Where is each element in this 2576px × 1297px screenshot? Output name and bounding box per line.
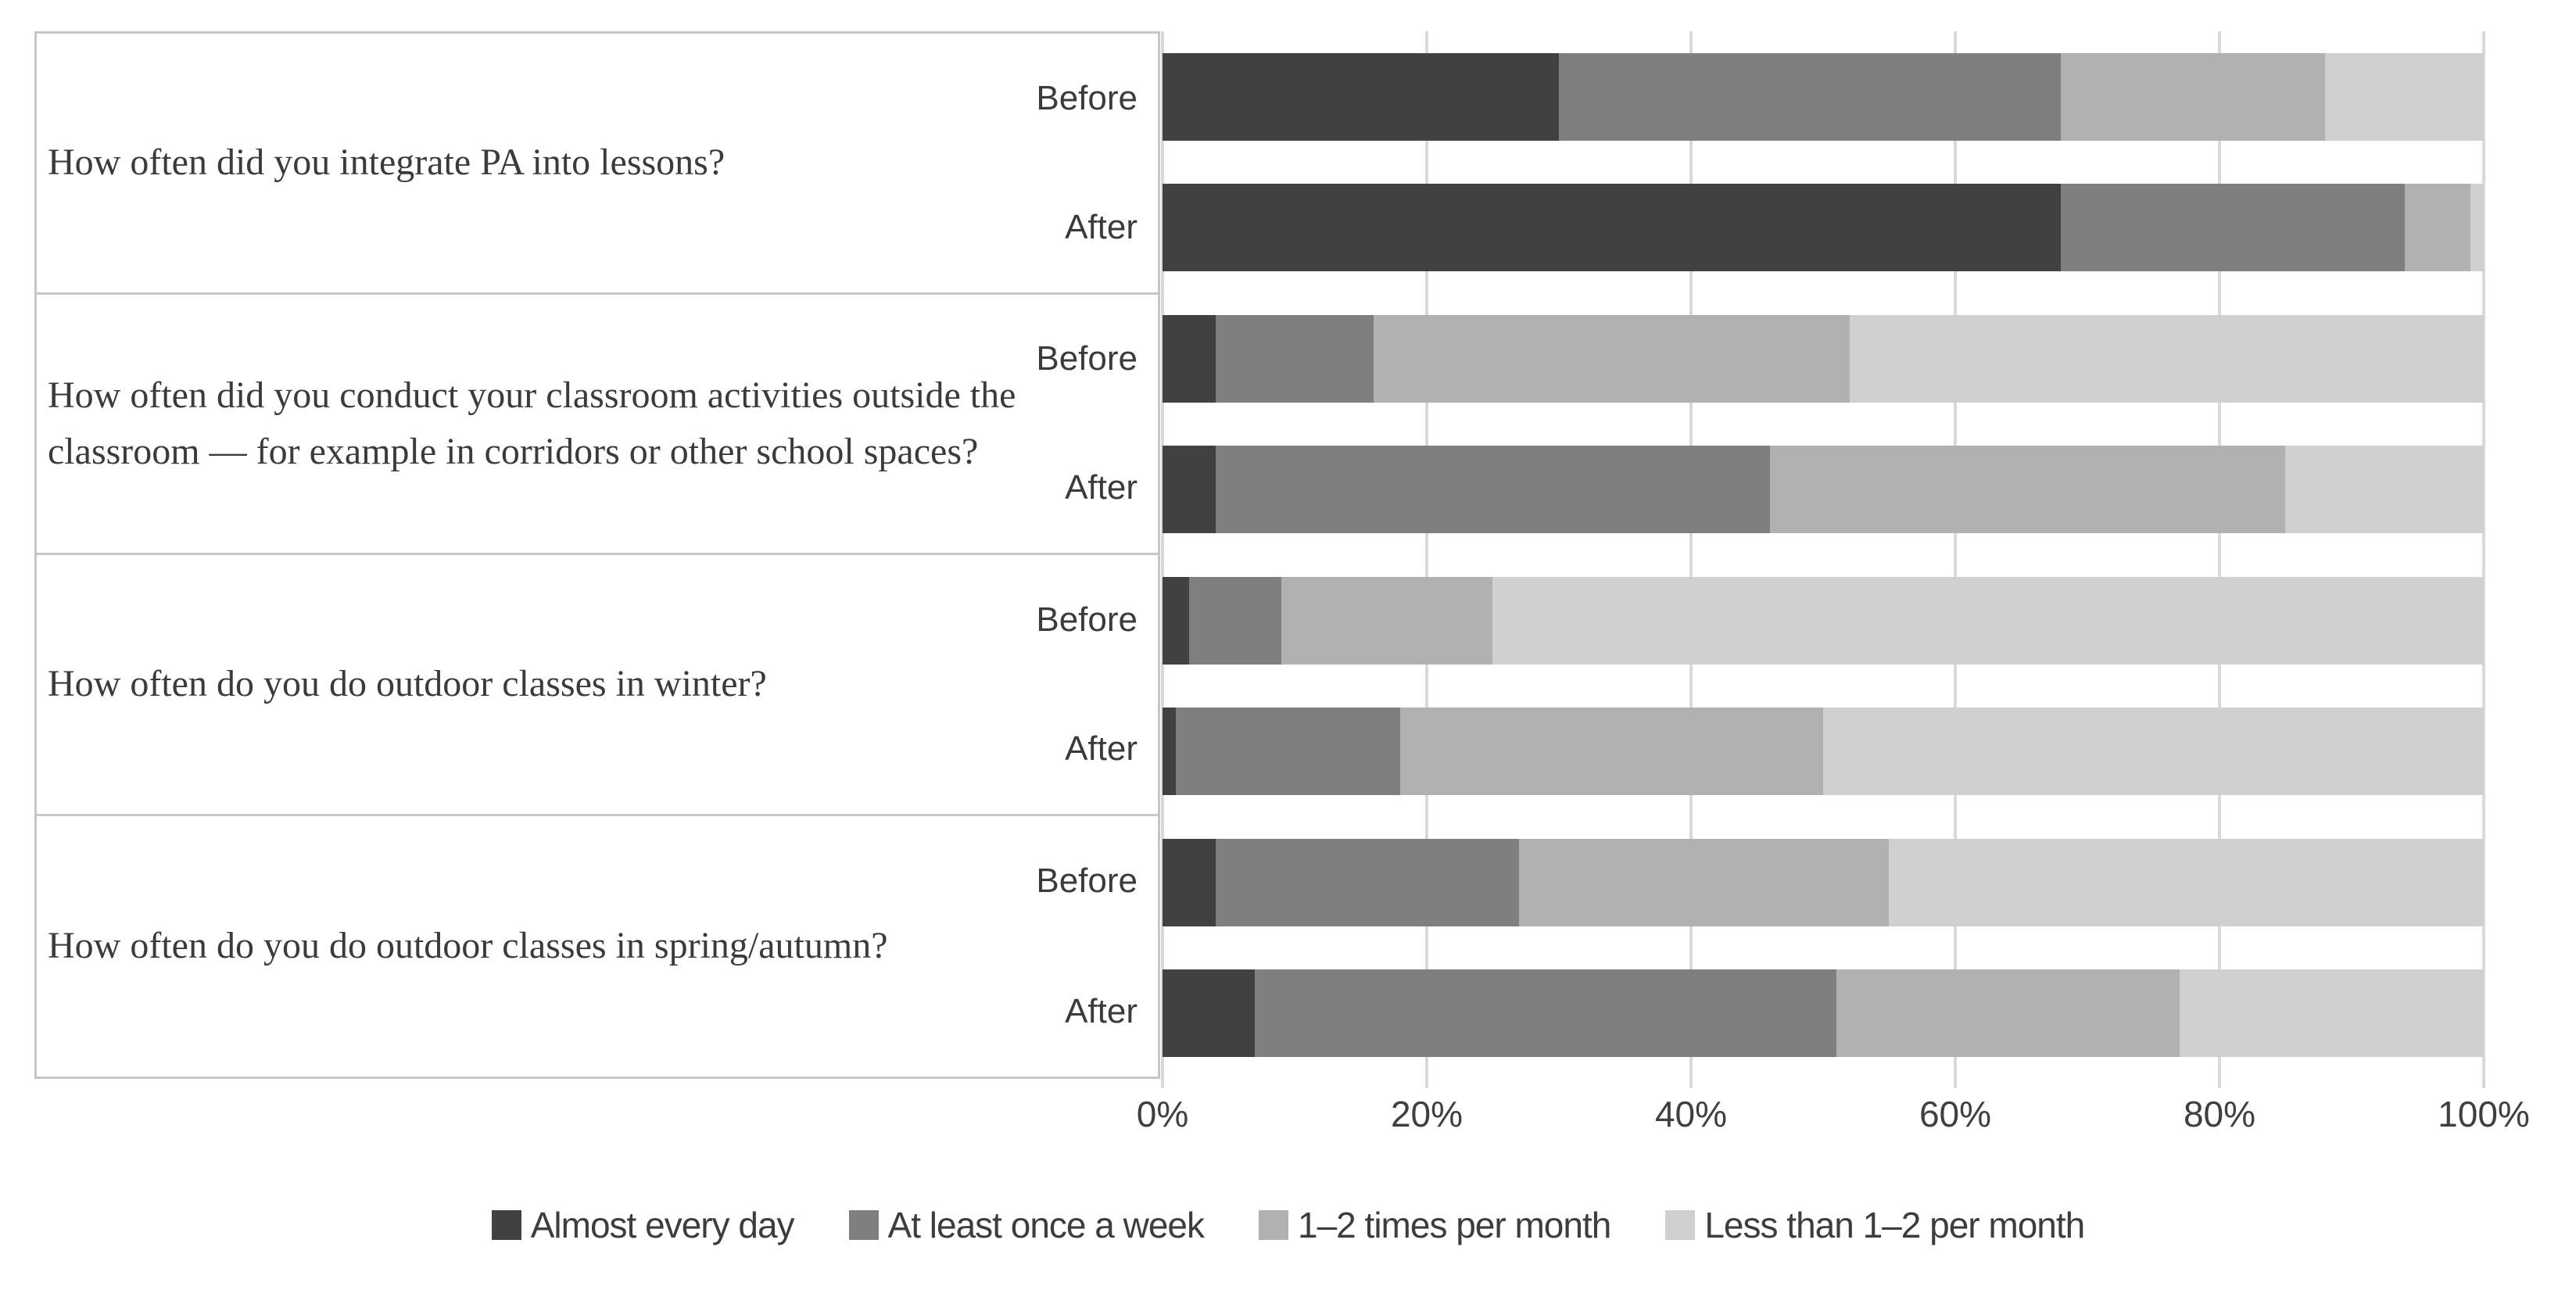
bar-segment: [1492, 576, 2484, 665]
bar-segment: [1163, 576, 1189, 665]
x-axis-tick-label: 80%: [2183, 1094, 2256, 1134]
legend-swatch-icon: [1259, 1210, 1289, 1240]
legend-item: Less than 1–2 per month: [1665, 1204, 2085, 1246]
row-label-before: Before: [1036, 600, 1138, 639]
legend: Almost every day At least once a week 1–2 …: [0, 1204, 2576, 1246]
bar-segment: [1849, 314, 2484, 403]
plot-area: [1161, 31, 2485, 1088]
bar-segment: [2325, 52, 2484, 141]
bar-row: [1163, 708, 2484, 796]
question-text: How often do you do outdoor classes in w…: [48, 663, 767, 705]
legend-swatch-icon: [1665, 1210, 1696, 1240]
bar-row: [1163, 576, 2484, 665]
bar-segment: [1215, 314, 1374, 403]
bar-segment: [1281, 576, 1493, 665]
gridline-60: [1954, 31, 1957, 1088]
question-panel: How often do you do outdoor classes in s…: [37, 816, 1158, 1077]
bar-segment: [1163, 969, 1256, 1058]
row-label-before: Before: [1036, 339, 1138, 378]
bar-segment: [1163, 708, 1176, 796]
x-axis: 0% 20% 40% 60% 80% 100%: [0, 1093, 2576, 1148]
legend-label: Less than 1–2 per month: [1704, 1205, 2085, 1245]
gridline-20: [1425, 31, 1428, 1088]
x-axis-tick-label: 60%: [1919, 1094, 1992, 1134]
gridline-100: [2482, 31, 2485, 1088]
x-axis-tick-label: 0%: [1136, 1094, 1189, 1134]
bar-segment: [1374, 314, 1850, 403]
question-table: How often did you integrate PA into less…: [34, 31, 1160, 1079]
bar-segment: [1175, 708, 1401, 796]
bar-segment: [2470, 184, 2484, 272]
bar-segment: [2285, 446, 2484, 534]
bar-segment: [1215, 838, 1520, 926]
bar-segment: [1822, 708, 2484, 796]
bar-row: [1163, 446, 2484, 534]
bar-segment: [1836, 969, 2180, 1058]
legend-label: Almost every day: [530, 1205, 795, 1245]
question-text: How often did you integrate PA into less…: [48, 142, 726, 184]
bar-row: [1163, 969, 2484, 1058]
question-panel: How often did you integrate PA into less…: [37, 34, 1158, 295]
bar-segment: [1255, 969, 1836, 1058]
x-axis-tick-label: 100%: [2438, 1094, 2530, 1134]
legend-label: At least once a week: [887, 1205, 1205, 1245]
bar-segment: [1163, 446, 1216, 534]
bar-row: [1163, 184, 2484, 272]
row-label-after: After: [1065, 729, 1138, 768]
gridline-0: [1161, 31, 1164, 1088]
bar-segment: [2404, 184, 2471, 272]
row-label-before: Before: [1036, 861, 1138, 900]
bar-segment: [1889, 838, 2484, 926]
bar-segment: [1163, 314, 1216, 403]
legend-label: 1–2 times per month: [1298, 1205, 1611, 1245]
row-label-after: After: [1065, 207, 1138, 246]
row-label-before: Before: [1036, 78, 1138, 117]
bar-segment: [1163, 184, 2062, 272]
bar-segment: [1770, 446, 2286, 534]
legend-item: At least once a week: [848, 1204, 1205, 1246]
bar-row: [1163, 838, 2484, 926]
bar-row: [1163, 314, 2484, 403]
question-panel: How often did you conduct your classroom…: [37, 295, 1158, 555]
bar-segment: [2061, 52, 2326, 141]
legend-swatch-icon: [848, 1210, 879, 1240]
gridline-40: [1689, 31, 1693, 1088]
x-axis-tick-label: 20%: [1390, 1094, 1464, 1134]
bar-segment: [1559, 52, 2062, 141]
bar-segment: [1163, 838, 1216, 926]
row-label-after: After: [1065, 468, 1138, 507]
bar-segment: [2061, 184, 2405, 272]
x-axis-tick-label: 40%: [1654, 1094, 1728, 1134]
bar-segment: [1188, 576, 1282, 665]
bar-segment: [1400, 708, 1823, 796]
legend-swatch-icon: [491, 1210, 521, 1240]
gridline-80: [2218, 31, 2221, 1088]
legend-item: Almost every day: [491, 1204, 795, 1246]
question-text: How often do you do outdoor classes in s…: [48, 925, 888, 967]
bar-segment: [1519, 838, 1890, 926]
row-label-after: After: [1065, 991, 1138, 1030]
bar-segment: [2180, 969, 2484, 1058]
bar-segment: [1215, 446, 1771, 534]
bar-row: [1163, 52, 2484, 141]
legend-item: 1–2 times per month: [1259, 1204, 1611, 1246]
question-text: How often did you conduct your classroom…: [48, 374, 1016, 472]
bar-segment: [1163, 52, 1559, 141]
question-panel: How often do you do outdoor classes in w…: [37, 555, 1158, 816]
